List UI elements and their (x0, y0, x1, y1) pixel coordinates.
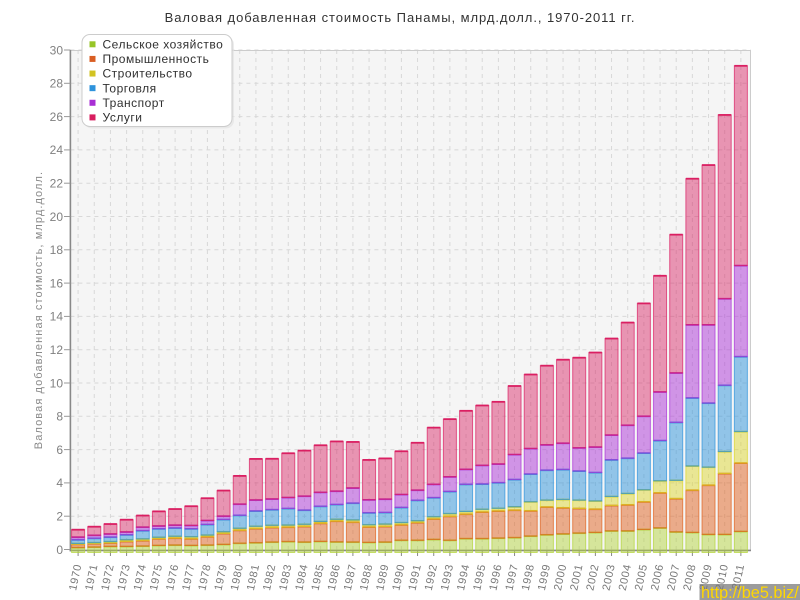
svg-text:Услуги: Услуги (103, 111, 143, 125)
svg-text:10: 10 (50, 376, 64, 390)
svg-text:1973: 1973 (116, 563, 133, 592)
svg-text:24: 24 (50, 143, 64, 157)
svg-text:2001: 2001 (568, 563, 585, 592)
svg-text:2: 2 (56, 510, 63, 524)
svg-text:28: 28 (50, 77, 64, 91)
svg-text:12: 12 (50, 343, 64, 357)
svg-text:22: 22 (50, 177, 64, 191)
svg-text:2000: 2000 (552, 563, 569, 592)
svg-text:1974: 1974 (132, 563, 149, 592)
svg-text:2003: 2003 (601, 563, 618, 592)
svg-text:1984: 1984 (293, 563, 310, 592)
svg-text:6: 6 (56, 443, 63, 457)
svg-text:1977: 1977 (180, 563, 197, 592)
svg-text:2004: 2004 (617, 563, 634, 592)
svg-text:1990: 1990 (390, 563, 407, 592)
svg-text:1978: 1978 (196, 563, 213, 592)
svg-text:1983: 1983 (277, 563, 294, 592)
svg-text:1989: 1989 (374, 563, 391, 592)
svg-text:20: 20 (50, 210, 64, 224)
svg-text:1992: 1992 (423, 563, 440, 592)
svg-text:Торговля: Торговля (103, 81, 157, 95)
svg-text:1985: 1985 (310, 563, 327, 592)
svg-text:1971: 1971 (83, 563, 100, 592)
svg-text:1999: 1999 (536, 563, 553, 592)
svg-text:2002: 2002 (584, 563, 601, 592)
svg-text:1981: 1981 (245, 563, 262, 592)
svg-text:1991: 1991 (407, 563, 424, 592)
svg-text:0: 0 (56, 543, 63, 557)
svg-text:1994: 1994 (455, 563, 472, 592)
svg-text:1982: 1982 (261, 563, 278, 592)
svg-text:2007: 2007 (665, 563, 682, 592)
svg-text:Строительство: Строительство (103, 67, 193, 81)
svg-text:1995: 1995 (471, 563, 488, 592)
svg-text:1993: 1993 (439, 563, 456, 592)
svg-text:2009: 2009 (698, 563, 715, 592)
svg-text:1987: 1987 (342, 563, 359, 592)
svg-text:1997: 1997 (504, 563, 521, 592)
svg-text:Валовая добавленная стоимость,: Валовая добавленная стоимость, млрд.долл… (33, 171, 45, 449)
svg-text:1980: 1980 (229, 563, 246, 592)
svg-text:30: 30 (50, 43, 64, 57)
svg-text:1976: 1976 (164, 563, 181, 592)
svg-text:14: 14 (50, 310, 64, 324)
svg-text:1986: 1986 (326, 563, 343, 592)
svg-text:2005: 2005 (633, 563, 650, 592)
svg-text:1975: 1975 (148, 563, 165, 592)
svg-text:Транспорт: Транспорт (103, 96, 165, 110)
svg-text:2010: 2010 (714, 563, 731, 592)
svg-text:18: 18 (50, 243, 64, 257)
svg-text:2008: 2008 (681, 563, 698, 592)
svg-text:1996: 1996 (487, 563, 504, 592)
svg-text:http://be5.biz/: http://be5.biz/ (701, 584, 799, 600)
svg-text:1972: 1972 (99, 563, 116, 592)
svg-text:2006: 2006 (649, 563, 666, 592)
svg-text:Промышленность: Промышленность (103, 52, 210, 66)
svg-text:1970: 1970 (67, 563, 84, 592)
svg-text:26: 26 (50, 110, 64, 124)
svg-text:1998: 1998 (520, 563, 537, 592)
svg-text:Валовая добавленная стоимость: Валовая добавленная стоимость Панамы, мл… (165, 10, 636, 25)
svg-text:8: 8 (56, 410, 63, 424)
svg-text:1988: 1988 (358, 563, 375, 592)
svg-text:1979: 1979 (213, 563, 230, 592)
svg-text:Сельское хозяйство: Сельское хозяйство (103, 37, 224, 51)
svg-text:16: 16 (50, 276, 64, 290)
svg-text:2011: 2011 (730, 563, 747, 591)
svg-text:4: 4 (56, 476, 63, 490)
